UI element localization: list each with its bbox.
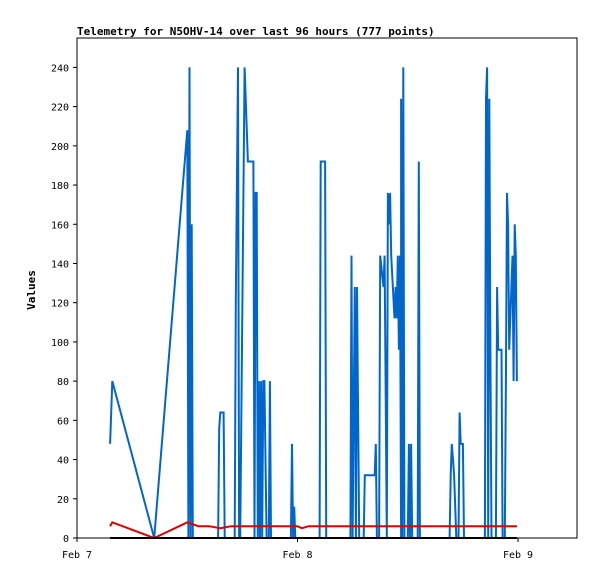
x-tick-label: Feb 8 — [282, 550, 312, 561]
y-tick-label: 60 — [57, 416, 69, 427]
y-tick-label: 240 — [51, 63, 69, 74]
x-axis: Feb 7 Feb 8 Feb 9 — [62, 538, 533, 561]
y-tick-label: 100 — [51, 338, 69, 349]
y-axis: 0 20 40 60 80 100 120 140 160 180 200 220 240 — [51, 63, 77, 545]
y-tick-label: 220 — [51, 103, 69, 114]
x-tick-label: Feb 9 — [503, 550, 533, 561]
series-line-1 — [109, 521, 517, 540]
y-tick-label: 80 — [57, 377, 69, 388]
chart-title: Telemetry for N5OHV-14 over last 96 hour… — [77, 25, 435, 38]
y-tick-label: 40 — [57, 456, 69, 467]
y-tick-label: 180 — [51, 181, 69, 192]
y-tick-label: 0 — [63, 534, 69, 545]
y-tick-label: 140 — [51, 259, 69, 270]
y-tick-label: 120 — [51, 299, 69, 310]
x-tick-label: Feb 7 — [62, 550, 92, 561]
y-tick-label: 200 — [51, 142, 69, 153]
y-tick-label: 20 — [57, 495, 69, 506]
y-tick-label: 160 — [51, 220, 69, 231]
series-line-0 — [109, 67, 518, 539]
series-layer — [109, 67, 518, 540]
y-axis-label: Values — [25, 270, 38, 310]
